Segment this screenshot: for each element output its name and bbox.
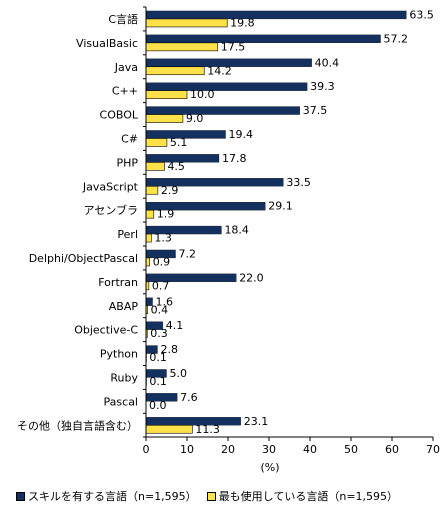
legend-swatch-most-used (206, 491, 216, 501)
x-axis-label: (%) (260, 461, 280, 474)
data-label-skill: 4.1 (166, 319, 184, 332)
data-label-most-used: 10.0 (190, 88, 215, 101)
data-label-most-used: 17.5 (221, 40, 246, 53)
category-label: Fortran (98, 276, 138, 289)
category-label: その他（独自言語含む） (17, 418, 138, 432)
x-tick-label: 70 (426, 443, 440, 456)
data-label-most-used: 0.0 (149, 399, 167, 412)
data-label-skill: 1.6 (156, 295, 174, 308)
category-label: Python (100, 348, 138, 361)
category-label: Delphi/ObjectPascal (29, 252, 138, 265)
category-label: C言語 (108, 12, 138, 26)
data-label-skill: 23.1 (244, 415, 269, 428)
data-label-most-used: 1.3 (154, 232, 172, 245)
legend-swatch-skill (16, 491, 25, 501)
category-label: Perl (117, 228, 138, 241)
data-label-skill: 63.5 (409, 8, 434, 21)
data-label-skill: 2.8 (160, 343, 178, 356)
bar-most-used (145, 185, 159, 195)
x-tick-label: 60 (385, 443, 399, 456)
data-label-skill: 7.6 (180, 391, 198, 404)
data-label-skill: 18.4 (224, 224, 249, 237)
bar-most-used (145, 209, 155, 219)
data-label-skill: 33.5 (286, 176, 311, 189)
legend-label-skill: スキルを有する言語（n=1,595） (28, 490, 197, 503)
x-tick-label: 0 (143, 443, 150, 456)
category-label: C++ (112, 85, 138, 98)
data-label-most-used: 0.4 (151, 303, 169, 316)
bar-skill (145, 34, 381, 43)
data-label-skill: 57.2 (384, 32, 409, 45)
data-label-skill: 5.0 (170, 367, 188, 380)
bar-most-used (145, 18, 228, 28)
data-label-most-used: 4.5 (167, 160, 185, 173)
category-label: COBOL (100, 109, 139, 122)
category-label: Pascal (104, 395, 138, 408)
category-label: PHP (116, 156, 138, 169)
data-label-most-used: 1.9 (157, 208, 175, 221)
legend-item-skill: スキルを有する言語（n=1,595） (16, 488, 197, 504)
bar-most-used (145, 138, 168, 147)
category-label: アセンブラ (84, 203, 138, 217)
bar-most-used (145, 66, 205, 76)
data-label-skill: 37.5 (303, 104, 328, 117)
data-label-most-used: 0.1 (149, 351, 167, 364)
data-label-most-used: 11.3 (195, 423, 220, 436)
data-label-skill: 39.3 (310, 80, 335, 93)
data-label-most-used: 14.2 (207, 64, 232, 77)
data-label-most-used: 5.1 (170, 136, 188, 149)
x-tick-label: 10 (180, 443, 194, 456)
bar-most-used (145, 257, 150, 267)
category-label: Java (114, 61, 138, 74)
bar-most-used (145, 162, 165, 171)
data-label-most-used: 2.9 (161, 184, 179, 197)
data-label-skill: 19.4 (229, 128, 254, 141)
bar-skill (145, 10, 407, 20)
data-label-skill: 7.2 (179, 247, 197, 260)
bar-most-used (145, 42, 219, 52)
data-label-skill: 22.0 (239, 271, 264, 284)
category-label: ABAP (109, 300, 139, 313)
bar-most-used (145, 90, 188, 99)
category-label: VisualBasic (76, 37, 138, 50)
category-label: JavaScript (82, 180, 139, 193)
data-label-most-used: 0.9 (153, 255, 171, 268)
bar-skill (145, 417, 241, 426)
category-label: C# (121, 132, 138, 145)
data-label-most-used: 0.7 (152, 279, 170, 292)
x-tick-label: 40 (303, 443, 317, 456)
data-label-most-used: 0.1 (149, 375, 167, 388)
category-label: Ruby (110, 371, 138, 384)
legend-item-most-used: 最も使用している言語（n=1,595） (206, 488, 399, 504)
category-label: Objective-C (74, 324, 138, 337)
bar-most-used (145, 233, 152, 243)
x-tick-label: 50 (344, 443, 358, 456)
data-label-most-used: 0.3 (150, 327, 168, 340)
bar-most-used (145, 424, 193, 434)
x-tick-label: 30 (262, 443, 276, 456)
legend-label-most-used: 最も使用している言語（n=1,595） (218, 490, 399, 503)
bar-most-used (145, 114, 184, 123)
data-label-most-used: 9.0 (186, 112, 204, 125)
data-label-skill: 17.8 (222, 152, 247, 165)
legend: スキルを有する言語（n=1,595） 最も使用している言語（n=1,595） (16, 486, 436, 506)
data-label-skill: 40.4 (315, 56, 340, 69)
data-label-most-used: 19.8 (230, 16, 255, 29)
data-label-skill: 29.1 (268, 200, 293, 213)
x-tick-label: 20 (221, 443, 235, 456)
bar-skill (145, 82, 308, 91)
bar-skill (145, 106, 300, 115)
